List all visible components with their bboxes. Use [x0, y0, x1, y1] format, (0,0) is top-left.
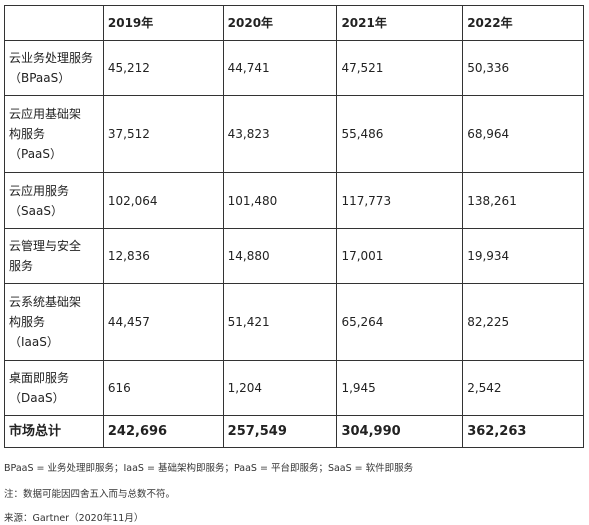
- footnote: BPaaS = 业务处理即服务；IaaS = 基础架构即服务；PaaS = 平台…: [4, 463, 414, 474]
- label-line: 服务: [9, 259, 34, 273]
- cell: 101,480: [222, 172, 338, 229]
- cell: 242,696: [102, 415, 224, 448]
- table-row: 云管理与安全 服务 12,836 14,880 17,001 19,934: [4, 228, 584, 284]
- cell: 47,521: [336, 40, 464, 96]
- cell: 304,990: [336, 415, 464, 448]
- footnote: 注：数据可能因四舍五入而与总数不符。: [4, 489, 176, 500]
- label-line: （BPaaS）: [9, 71, 71, 85]
- cell: 50,336: [462, 40, 584, 96]
- source: 来源：Gartner（2020年11月）: [4, 513, 144, 524]
- row-label: 云应用基础架 构服务 （PaaS）: [4, 95, 104, 173]
- cell: 12,836: [102, 228, 224, 284]
- label-line: （PaaS）: [9, 147, 63, 161]
- label-line: 云应用基础架: [9, 107, 82, 121]
- cell: 44,457: [102, 283, 224, 361]
- label-line: 云业务处理服务: [9, 51, 94, 65]
- row-label: 云应用服务 （SaaS）: [4, 172, 104, 229]
- market-table: 2019年 2020年 2021年 2022年云业务处理服务 （BPaaS） 45,212…: [4, 5, 584, 448]
- cell: 2019年: [102, 5, 224, 41]
- row-label: [4, 5, 104, 41]
- cell: 44,741: [222, 40, 338, 96]
- cell: 2022年: [462, 5, 584, 41]
- cell: 19,934: [462, 228, 584, 284]
- row-label: 桌面即服务 （DaaS）: [4, 360, 104, 416]
- cell: 2020年: [222, 5, 338, 41]
- cell: 2021年: [336, 5, 464, 41]
- cell: 55,486: [336, 95, 464, 173]
- label-line: （DaaS）: [9, 391, 65, 405]
- cell: 257,549: [222, 415, 338, 448]
- cell: 82,225: [462, 283, 584, 361]
- label-line: 云管理与安全: [9, 239, 82, 253]
- label-line: （IaaS）: [9, 335, 59, 349]
- table-row: 2019年 2020年 2021年 2022年: [4, 5, 584, 41]
- cell: 117,773: [336, 172, 464, 229]
- cell: 616: [102, 360, 224, 416]
- label-line: 云应用服务: [9, 183, 70, 198]
- cell: 45,212: [102, 40, 224, 96]
- cell: 14,880: [222, 228, 338, 284]
- cell: 102,064: [102, 172, 224, 229]
- row-label: 云管理与安全 服务: [4, 228, 104, 284]
- table-row: 云应用基础架 构服务 （PaaS） 37,512 43,823 55,486 68,964: [4, 95, 584, 173]
- cell: 68,964: [462, 95, 584, 173]
- table-row: 市场总计 242,696 257,549 304,990 362,263: [4, 415, 584, 448]
- cell: 1,945: [336, 360, 464, 416]
- cell: 362,263: [462, 415, 584, 448]
- cell: 1,204: [222, 360, 338, 416]
- table-row: 桌面即服务 （DaaS） 616 1,204 1,945 2,542: [4, 360, 584, 416]
- table-row: 云应用服务 （SaaS） 102,064 101,480 117,773 138,261: [4, 172, 584, 229]
- cell: 43,823: [222, 95, 338, 173]
- cell: 17,001: [336, 228, 464, 284]
- row-label: 云业务处理服务 （BPaaS）: [4, 40, 104, 96]
- cell: 65,264: [336, 283, 464, 361]
- label-line: 云系统基础架: [9, 295, 82, 309]
- label-line: 构服务: [9, 127, 46, 141]
- cell: 37,512: [102, 95, 224, 173]
- cell: 138,261: [462, 172, 584, 229]
- cell: 2,542: [462, 360, 584, 416]
- table-row: 云系统基础架 构服务 （IaaS） 44,457 51,421 65,264 82,225: [4, 283, 584, 361]
- row-label: 市场总计: [4, 415, 104, 448]
- label-line: 构服务: [9, 315, 46, 329]
- table-row: 云业务处理服务 （BPaaS） 45,212 44,741 47,521 50,336: [4, 40, 584, 96]
- cell: 51,421: [222, 283, 338, 361]
- label-line: （SaaS）: [9, 203, 63, 218]
- row-label: 云系统基础架 构服务 （IaaS）: [4, 283, 104, 361]
- label-line: 桌面即服务: [9, 371, 70, 385]
